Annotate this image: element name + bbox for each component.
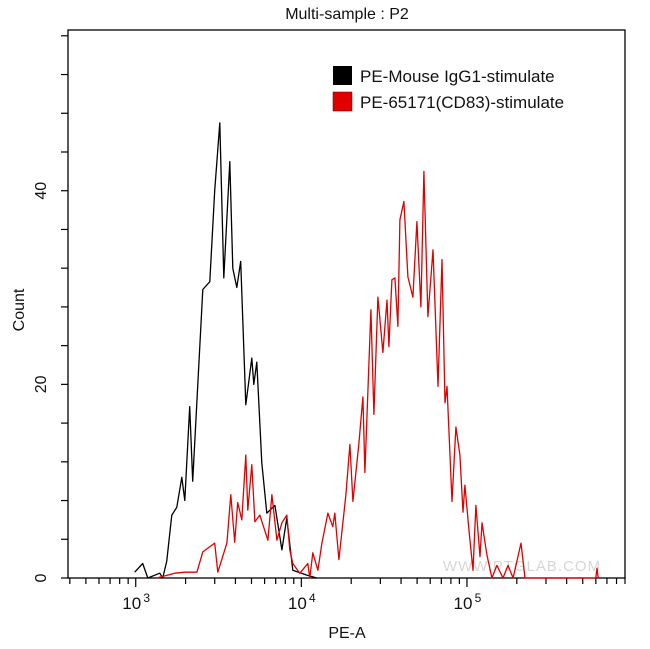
series-line-cd83 — [156, 170, 599, 579]
plot-frame — [67, 29, 626, 579]
legend-label-igg1: PE-Mouse IgG1-stimulate — [360, 67, 555, 86]
legend-label-cd83: PE-65171(CD83)-stimulate — [360, 93, 564, 112]
x-axis-label: PE-A — [328, 625, 366, 642]
chart-title: Multi-sample : P2 — [285, 6, 409, 23]
series-line-igg1 — [134, 122, 317, 579]
legend-swatch-igg1 — [333, 66, 352, 85]
watermark: WWW.PTGLAB.COM — [443, 558, 601, 575]
x-axis: 10 3 10 4 10 5 — [69, 578, 626, 613]
y-tick-label: 20 — [33, 375, 50, 393]
y-tick-label: 0 — [33, 573, 50, 582]
y-tick-label: 40 — [33, 182, 50, 200]
legend: PE-Mouse IgG1-stimulate PE-65171(CD83)-s… — [332, 66, 564, 112]
legend-swatch-cd83 — [332, 91, 353, 112]
x-tick-label: 10 — [122, 594, 141, 613]
x-tick-exponent: 3 — [143, 591, 150, 605]
y-axis: 0 20 40 — [33, 35, 68, 582]
series-group — [134, 122, 599, 579]
y-axis-label: Count — [11, 288, 28, 331]
x-tick-label: 10 — [288, 594, 307, 613]
x-tick-exponent: 4 — [309, 591, 316, 605]
x-tick-label: 10 — [454, 594, 473, 613]
x-tick-exponent: 5 — [475, 591, 482, 605]
